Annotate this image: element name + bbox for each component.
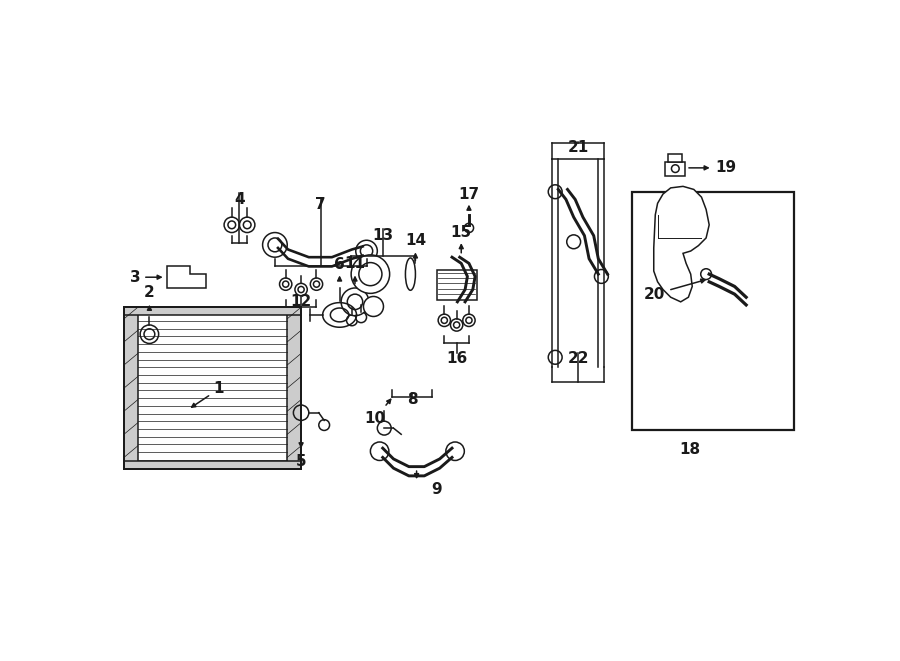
- Circle shape: [359, 262, 382, 286]
- Circle shape: [283, 281, 289, 288]
- Circle shape: [295, 284, 307, 295]
- Circle shape: [243, 221, 251, 229]
- Bar: [124, 307, 302, 315]
- Polygon shape: [653, 186, 709, 302]
- Text: 19: 19: [688, 161, 736, 175]
- Text: 15: 15: [451, 225, 472, 240]
- Text: 7: 7: [315, 198, 326, 212]
- Circle shape: [671, 165, 680, 173]
- Circle shape: [239, 217, 255, 233]
- Circle shape: [313, 281, 320, 288]
- Bar: [665, 162, 685, 176]
- Bar: [124, 307, 302, 469]
- Text: 3: 3: [130, 270, 161, 285]
- Circle shape: [346, 315, 357, 326]
- Text: 10: 10: [364, 411, 385, 426]
- Circle shape: [341, 288, 369, 316]
- Circle shape: [441, 317, 447, 323]
- Polygon shape: [167, 266, 205, 288]
- Circle shape: [268, 238, 282, 252]
- Text: 18: 18: [680, 442, 700, 457]
- Circle shape: [228, 221, 236, 229]
- Circle shape: [356, 312, 366, 323]
- Text: 12: 12: [291, 294, 311, 309]
- Bar: [436, 270, 477, 299]
- Circle shape: [701, 269, 712, 280]
- Circle shape: [464, 223, 473, 233]
- Bar: [632, 192, 794, 430]
- Text: 21: 21: [568, 140, 589, 155]
- Bar: [124, 461, 302, 469]
- Circle shape: [466, 317, 472, 323]
- Circle shape: [463, 314, 475, 327]
- Circle shape: [438, 314, 451, 327]
- Ellipse shape: [405, 258, 416, 290]
- Circle shape: [298, 286, 304, 293]
- Text: 6: 6: [334, 257, 345, 272]
- Text: 4: 4: [234, 192, 245, 207]
- Text: 11: 11: [345, 256, 365, 271]
- Text: 9: 9: [431, 483, 442, 497]
- Circle shape: [567, 235, 580, 249]
- Circle shape: [360, 245, 373, 257]
- Circle shape: [451, 319, 463, 331]
- Circle shape: [548, 185, 562, 199]
- Circle shape: [356, 240, 377, 262]
- Bar: [124, 307, 138, 469]
- Circle shape: [595, 270, 608, 284]
- Circle shape: [310, 278, 323, 290]
- Text: 20: 20: [644, 279, 705, 301]
- Circle shape: [263, 233, 287, 257]
- Text: 8: 8: [407, 392, 418, 407]
- Circle shape: [548, 350, 562, 364]
- Text: 1: 1: [213, 381, 224, 395]
- Circle shape: [364, 297, 383, 317]
- Text: 14: 14: [405, 233, 426, 248]
- Text: 5: 5: [296, 453, 306, 469]
- Text: 16: 16: [446, 352, 467, 366]
- Text: 22: 22: [568, 352, 589, 366]
- Circle shape: [319, 420, 329, 430]
- Circle shape: [280, 278, 292, 290]
- Text: 13: 13: [373, 228, 394, 243]
- Text: 17: 17: [458, 186, 480, 202]
- Circle shape: [140, 325, 158, 344]
- Text: 2: 2: [144, 285, 155, 300]
- Circle shape: [371, 442, 389, 461]
- Circle shape: [454, 322, 460, 328]
- Bar: [669, 154, 682, 162]
- Circle shape: [351, 255, 390, 293]
- Circle shape: [144, 329, 155, 340]
- Circle shape: [347, 294, 363, 309]
- Circle shape: [224, 217, 239, 233]
- Circle shape: [446, 442, 464, 461]
- Bar: [287, 307, 302, 469]
